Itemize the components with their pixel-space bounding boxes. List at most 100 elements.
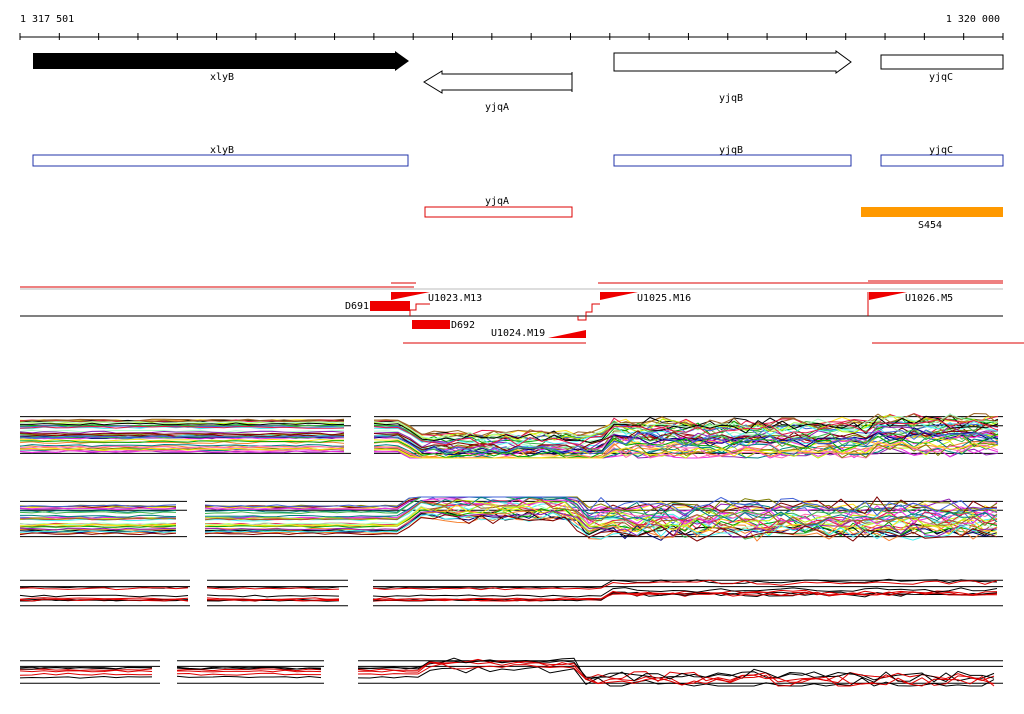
expression-trace — [19, 668, 153, 671]
region — [370, 301, 410, 311]
expression-trace — [20, 514, 177, 518]
expression-trace — [19, 522, 177, 526]
expression-trace — [19, 418, 345, 422]
expression-trace — [205, 514, 998, 542]
expression-trace — [373, 590, 998, 602]
annotation-box — [613, 154, 852, 167]
expression-trace — [19, 511, 177, 514]
expression-trace — [372, 587, 998, 598]
antisense-label: yjqA — [485, 196, 509, 207]
antisense-box — [424, 206, 573, 218]
expression-trace — [19, 527, 177, 531]
expression-trace — [373, 441, 999, 459]
expression-trace — [19, 530, 177, 534]
flag — [600, 292, 638, 300]
expression-trace — [374, 427, 999, 454]
region-label: D692 — [451, 320, 475, 331]
expression-trace — [19, 429, 345, 433]
expression-trace — [373, 419, 999, 447]
gene-arrow — [423, 70, 573, 94]
expression-trace — [373, 413, 999, 442]
expression-trace — [205, 496, 998, 526]
expression-trace — [19, 504, 177, 508]
expression-trace — [20, 422, 345, 426]
expression-trace — [373, 427, 999, 456]
expression-trace — [19, 443, 345, 448]
flag-label: U1024.M19 — [491, 328, 545, 339]
expression-trace — [19, 517, 177, 521]
expression-trace — [372, 589, 998, 601]
gene-label: xlyB — [210, 72, 234, 83]
step — [409, 303, 430, 316]
expression-trace — [204, 511, 998, 538]
expression-trace — [19, 449, 345, 453]
expression-trace — [357, 658, 995, 684]
expression-panels — [19, 412, 1003, 687]
gene-box — [880, 54, 1004, 70]
ruler: 1 317 501 1 320 000 — [19, 14, 1004, 40]
expression-trace — [19, 425, 345, 429]
expression-trace — [19, 441, 345, 445]
annotation-box — [880, 154, 1004, 167]
annotation-box — [32, 154, 409, 167]
sigma-label: S454 — [918, 220, 942, 231]
expression-trace — [19, 445, 345, 449]
expression-trace — [206, 597, 340, 601]
expression-trace — [373, 433, 999, 459]
flag-label: U1025.M16 — [637, 293, 691, 304]
expression-trace — [19, 532, 177, 536]
expression-trace — [19, 432, 345, 436]
gene-label: yjqC — [929, 72, 953, 83]
gene-label: yjqA — [485, 102, 509, 113]
expression-trace — [373, 428, 999, 457]
expression-trace — [19, 448, 345, 452]
expression-trace — [19, 440, 345, 443]
regulation-track: D691 U1023.M13 D692 U1024.M19 U1025.M16 … — [20, 280, 1024, 344]
expression-trace — [206, 594, 340, 598]
expression-trace — [176, 675, 322, 679]
ruler-end: 1 320 000 — [946, 14, 1000, 25]
expression-trace — [372, 579, 998, 591]
annotation-label: yjqC — [929, 145, 953, 156]
flag-label: U1026.M5 — [905, 293, 953, 304]
region — [412, 320, 450, 329]
step — [577, 303, 600, 321]
flag — [548, 330, 586, 338]
expression-trace — [357, 659, 995, 683]
expression-trace — [19, 438, 345, 442]
expression-trace — [204, 497, 998, 529]
expression-trace — [357, 663, 995, 687]
expression-trace — [19, 421, 345, 424]
expression-trace — [19, 424, 345, 428]
flag-label: U1023.M13 — [428, 293, 482, 304]
expression-trace — [373, 437, 999, 459]
annotation-label: xlyB — [210, 145, 234, 156]
region-label: D691 — [345, 301, 369, 312]
expression-trace — [19, 587, 189, 591]
flag — [391, 292, 430, 300]
expression-trace — [19, 523, 177, 527]
flag — [869, 292, 907, 300]
expression-trace — [19, 430, 345, 434]
expression-trace — [373, 429, 999, 455]
expression-trace — [176, 666, 322, 670]
expression-trace — [19, 419, 345, 423]
expression-trace — [19, 597, 189, 600]
gene-arrow — [613, 50, 852, 74]
expression-trace — [373, 413, 999, 441]
expression-trace — [19, 528, 177, 531]
expression-trace — [19, 594, 189, 598]
expression-trace — [177, 669, 322, 673]
expression-trace — [176, 672, 321, 676]
expression-trace — [204, 496, 998, 516]
expression-trace — [19, 666, 153, 670]
expression-trace — [19, 435, 345, 439]
expression-trace — [204, 504, 998, 536]
expression-trace — [373, 424, 999, 450]
expression-trace — [204, 509, 998, 538]
ruler-start: 1 317 501 — [20, 14, 74, 25]
annotation-label: yjqB — [719, 145, 743, 156]
expression-trace — [19, 672, 153, 676]
